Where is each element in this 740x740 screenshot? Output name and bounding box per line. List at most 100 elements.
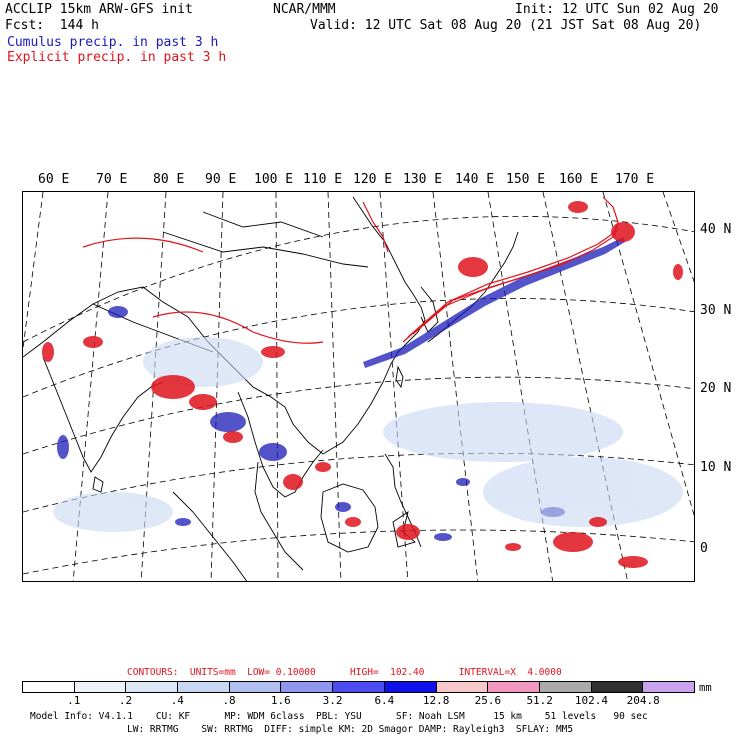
lon-label-170e: 170 E	[615, 172, 655, 187]
lat-label-20n: 20 N	[700, 381, 732, 396]
cumulus-blob-1	[210, 412, 246, 432]
cumulus-light-3	[143, 337, 263, 387]
explicit-blob-7	[283, 474, 303, 490]
parallel-20n	[23, 376, 694, 455]
explicit-blob-11	[589, 517, 607, 527]
colorbar-swatch	[333, 682, 385, 692]
cumulus-light	[53, 337, 683, 532]
colorbar-tick-label: .4	[170, 694, 184, 707]
meridian-160e	[602, 192, 694, 517]
cumulus-blob-7	[335, 502, 351, 512]
colorbar-tick-label: .8	[222, 694, 236, 707]
explicit-blob-10	[618, 556, 648, 568]
legend-explicit: Explicit precip. in past 3 h	[7, 50, 227, 65]
colorbar-tick-label: 51.2	[526, 694, 553, 707]
colorbar-swatch	[229, 682, 282, 692]
legend-cumulus: Cumulus precip. in past 3 h	[7, 35, 219, 50]
lon-label-140e: 140 E	[455, 172, 495, 187]
borneo-coast	[320, 483, 379, 553]
model-info-line2: LW: RRTMG SW: RRTMG DIFF: simple KM: 2D …	[127, 724, 574, 735]
explicit-blob-18	[568, 201, 588, 213]
parallel-40n	[23, 215, 694, 343]
explicit-blob-4	[83, 336, 103, 348]
precip-map	[22, 191, 695, 582]
colorbar-tick-label: 3.2	[322, 694, 343, 707]
taiwan-coast	[395, 365, 404, 389]
meridian-90e	[210, 192, 224, 581]
colorbar-swatch	[384, 682, 437, 692]
colorbar-swatch	[74, 682, 127, 692]
cumulus-blob-6	[434, 533, 452, 541]
cumulus-blob-9	[175, 518, 191, 526]
explicit-precip	[82, 196, 619, 344]
init-time: Init: 12 UTC Sun 02 Aug 20	[515, 2, 719, 17]
lon-label-110e: 110 E	[303, 172, 343, 187]
lat-label-0: 0	[700, 541, 708, 556]
cumulus-blob-8	[57, 435, 69, 459]
colorbar-tick-label: 6.4	[374, 694, 395, 707]
model-title: ACCLIP 15km ARW-GFS init	[5, 2, 193, 17]
colorbar-swatch	[178, 682, 230, 692]
indochina-coast	[237, 391, 324, 498]
cumulus-precip	[57, 237, 625, 541]
explicit-blob-3	[223, 431, 243, 443]
colorbar-swatch	[488, 682, 540, 692]
meridian-60e	[23, 192, 44, 352]
lon-label-120e: 120 E	[353, 172, 393, 187]
explicit-blob-15	[42, 342, 54, 362]
valid-time: Valid: 12 UTC Sat 08 Aug 20 (21 JST Sat …	[310, 18, 702, 33]
explicit-band-tibet	[82, 237, 204, 253]
parallel-30n	[23, 298, 694, 398]
parallel-10n	[23, 452, 694, 513]
explicit-band-frontal-2	[407, 229, 619, 338]
organization: NCAR/MMM	[273, 2, 336, 17]
india-coast	[42, 356, 164, 473]
cumulus-blob-3	[108, 306, 128, 318]
lon-label-100e: 100 E	[254, 172, 294, 187]
border-1	[162, 231, 369, 268]
explicit-blob-12	[458, 257, 488, 277]
explicit-blob-2	[189, 394, 217, 410]
meridian-70e	[72, 192, 109, 581]
asia-coast	[23, 196, 426, 455]
lat-label-10n: 10 N	[700, 460, 732, 475]
lon-label-80e: 80 E	[153, 172, 185, 187]
lon-label-130e: 130 E	[403, 172, 443, 187]
colorbar-tick-label: 25.6	[474, 694, 502, 707]
explicit-blob-6	[315, 462, 331, 472]
colorbar-tick-label: 12.8	[422, 694, 450, 707]
lon-label-90e: 90 E	[205, 172, 237, 187]
explicit-blobs	[42, 201, 683, 568]
cumulus-band-china	[363, 237, 625, 368]
explicit-band-frontal-3	[412, 259, 572, 335]
colorbar-tick-label: 1.6	[270, 694, 291, 707]
lat-label-40n: 40 N	[700, 222, 732, 237]
explicit-blob-17	[345, 517, 361, 527]
meridian-110e	[327, 192, 342, 581]
colorbar-swatch	[539, 682, 592, 692]
explicit-blob-1	[151, 375, 195, 399]
colorbar-unit: mm	[699, 682, 712, 694]
explicit-blob-14	[673, 264, 683, 280]
explicit-china-north	[362, 201, 389, 253]
colorbar-tick-label: 102.4	[574, 694, 609, 707]
cumulus-blob-2	[259, 443, 287, 461]
lon-label-70e: 70 E	[96, 172, 128, 187]
colorbar-swatch	[23, 682, 75, 692]
colorbar-swatch	[643, 682, 694, 692]
sri-lanka-coast	[92, 476, 104, 493]
colorbar-tick-label: 204.8	[626, 694, 660, 707]
lon-label-150e: 150 E	[506, 172, 546, 187]
explicit-blob-5	[261, 346, 285, 358]
border-3	[202, 211, 324, 238]
sumatra-coast	[172, 491, 248, 581]
cumulus-blob-4	[456, 478, 470, 486]
colorbar-swatch	[281, 682, 334, 692]
colorbar-swatch	[591, 682, 644, 692]
colorbar	[22, 681, 695, 693]
contour-info: CONTOURS: UNITS=mm LOW= 0.10000 HIGH= 10…	[127, 667, 562, 678]
map-canvas	[23, 192, 694, 581]
cumulus-light-1	[383, 402, 623, 462]
graticule	[23, 192, 694, 581]
lat-label-30n: 30 N	[700, 303, 732, 318]
